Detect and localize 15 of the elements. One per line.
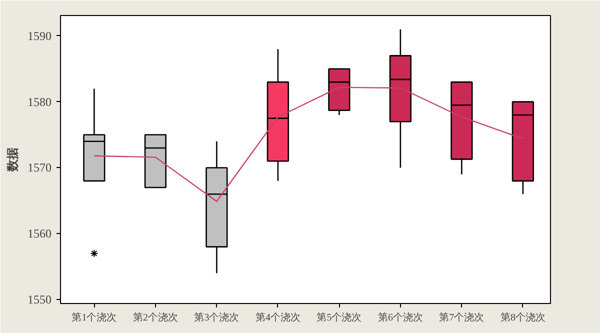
x-tick-label: 第1个浇次 — [72, 312, 117, 324]
y-tick-label: 1570 — [28, 160, 52, 175]
x-tick-label: 第3个浇次 — [194, 312, 240, 324]
x-tick-label: 第8个浇次 — [500, 312, 546, 324]
line-series — [94, 86, 524, 202]
x-tick-label: 第4个浇次 — [255, 312, 300, 324]
y-axis-title: 数据 — [6, 148, 20, 172]
x-tick-label: 第6个浇次 — [378, 312, 423, 324]
x-tick-label: 第5个浇次 — [316, 312, 362, 324]
x-tick-label: 第7个浇次 — [439, 312, 484, 324]
y-tick-label: 1550 — [28, 292, 52, 307]
y-tick-label: 1580 — [28, 94, 52, 109]
x-tick-label: 第2个浇次 — [132, 312, 178, 324]
y-tick-label: 1590 — [28, 28, 52, 43]
y-tick-label: 1560 — [28, 226, 52, 241]
